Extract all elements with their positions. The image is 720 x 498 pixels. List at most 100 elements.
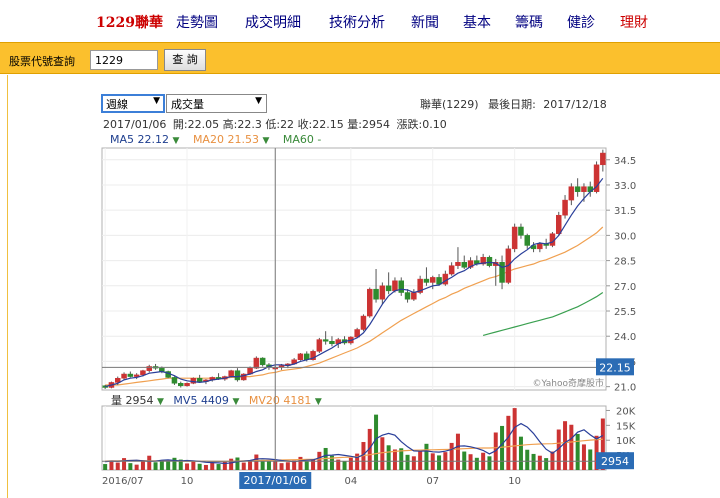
candle-body — [178, 383, 184, 387]
candle-body — [556, 214, 562, 234]
ohlc-date: 2017/01/06 — [103, 118, 167, 131]
volume-bar — [279, 463, 284, 470]
price-tick-label: 27.0 — [614, 282, 636, 293]
crosshair-date-label: 2017/01/06 — [244, 474, 307, 487]
ma5-value: 22.12 — [137, 133, 170, 146]
volume-bar — [424, 443, 429, 470]
ma20-value: 21.53 — [227, 133, 259, 146]
volume-bar — [525, 449, 530, 470]
volume-bar — [348, 457, 353, 470]
ma60-label: MA60 — [282, 133, 314, 146]
period-select-value: 週線 — [106, 98, 128, 111]
volume-bar — [474, 457, 479, 470]
candle-body — [133, 374, 140, 377]
volume-bar — [203, 464, 208, 470]
mv5-toggle-icon[interactable]: ▼ — [232, 397, 240, 407]
period-select[interactable]: 週線 ▼ — [101, 94, 165, 113]
volume-bar — [449, 442, 454, 470]
volume-bar — [191, 461, 196, 470]
candle-body — [140, 370, 146, 376]
nav-item-trend[interactable]: 走勢圖 — [176, 15, 218, 31]
candle-body — [241, 373, 247, 381]
volume-bar — [311, 459, 316, 470]
candle-body — [480, 256, 486, 265]
nav-item-technical[interactable]: 技術分析 — [329, 15, 385, 31]
ohlc-open: 22.05 — [187, 118, 220, 131]
top-nav: 1229聯華 走勢圖 成交明細 技術分析 新聞 基本 籌碼 健診 理財 — [0, 0, 720, 42]
nav-item-chips[interactable]: 籌碼 — [515, 15, 543, 31]
ma60-line — [482, 292, 604, 336]
volume-bar — [500, 425, 505, 470]
yahoo-watermark: ©Yahoo奇摩股市 — [533, 377, 605, 389]
volume-bar — [266, 461, 271, 470]
volume-bar — [122, 458, 127, 470]
ma20-toggle-icon[interactable]: ▼ — [262, 136, 270, 146]
candle-body — [127, 373, 134, 377]
stock-info: 聯華(1229) — [420, 98, 479, 111]
candle-body — [600, 152, 606, 166]
volume-bar — [298, 456, 303, 470]
price-tick-label: 30.0 — [614, 231, 636, 242]
nav-item-news[interactable]: 新聞 — [411, 15, 439, 31]
ma5-toggle-icon[interactable]: ▼ — [172, 136, 180, 146]
stock-code-input[interactable] — [90, 50, 158, 70]
price-tick-label: 33.0 — [614, 181, 636, 192]
nav-item-basic[interactable]: 基本 — [463, 15, 491, 31]
candle-body — [297, 353, 304, 360]
mv20-toggle-icon[interactable]: ▼ — [314, 397, 322, 407]
crosshair-volume-box — [596, 452, 634, 470]
volume-bar — [153, 462, 158, 470]
volume-bar — [260, 459, 265, 470]
crosshair-price-box — [596, 358, 634, 376]
price-tick-label: 21.0 — [614, 383, 636, 394]
candle-body — [593, 164, 600, 192]
candle-body — [436, 277, 442, 285]
nav-item-finance[interactable]: 理財 — [620, 15, 648, 31]
candle-body — [385, 285, 392, 292]
volume-bar — [134, 464, 139, 470]
vol-toggle-icon[interactable]: ▼ — [157, 397, 164, 407]
time-tick-label: 04 — [344, 476, 357, 487]
metric-select[interactable]: 成交量 ▼ — [166, 94, 267, 113]
candle-body — [455, 262, 461, 266]
nav-item-trades[interactable]: 成交明細 — [245, 15, 301, 31]
candle-body — [329, 341, 335, 345]
volume-bar — [380, 437, 385, 470]
volume-bar — [172, 457, 177, 470]
volume-bar — [556, 429, 561, 470]
ohlc-close-label: 收: — [297, 118, 313, 131]
ohlc-readout: 2017/01/06 開:22.05 高:22.3 低:22 收:22.15 量… — [103, 116, 447, 132]
candle-body — [102, 385, 108, 388]
volume-bar — [216, 464, 221, 470]
volume-bar — [229, 458, 234, 470]
chevron-down-icon: ▼ — [255, 96, 262, 106]
volume-bar — [159, 460, 164, 470]
ohlc-close: 22.15 — [312, 118, 344, 131]
volume-bar — [569, 424, 574, 470]
volume-bar — [575, 433, 580, 470]
candle-body — [190, 377, 197, 384]
crosshair-date-box — [239, 472, 312, 489]
ohlc-change: 0.10 — [422, 118, 447, 131]
volume-bar — [367, 428, 372, 470]
candle-body — [259, 357, 266, 366]
candle-body — [146, 366, 152, 371]
mv5-line — [105, 422, 604, 465]
ma60-value: - — [317, 133, 322, 146]
nav-item-health[interactable]: 健診 — [567, 15, 595, 31]
candle-body — [373, 288, 379, 300]
volume-bar — [103, 464, 108, 470]
query-label: 股票代號查詢 — [9, 55, 75, 68]
price-tick-label: 24.0 — [614, 332, 636, 343]
time-tick-label: 2016/07 — [102, 476, 144, 487]
query-button[interactable]: 查 詢 — [164, 49, 206, 71]
candle-body — [423, 278, 430, 283]
ohlc-low: 22 — [280, 118, 295, 131]
volume-tick-label: 15K — [616, 421, 636, 432]
volume-bar — [518, 436, 523, 470]
candle-body — [184, 383, 190, 387]
nav-stock-title[interactable]: 1229聯華 — [96, 15, 163, 31]
volume-bar — [336, 459, 341, 470]
candle-body — [115, 377, 121, 383]
